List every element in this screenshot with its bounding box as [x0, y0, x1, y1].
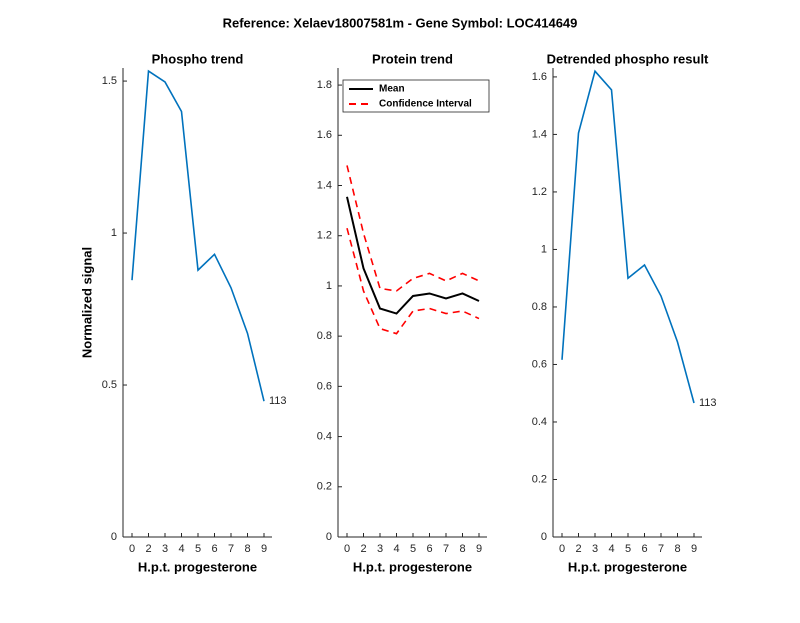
y-tick-label: 0.4	[317, 430, 332, 442]
x-tick-label: 2	[575, 543, 581, 555]
y-tick-label: 1.4	[532, 128, 547, 140]
x-tick-label: 7	[228, 543, 234, 555]
annotation: 113	[699, 397, 717, 409]
x-tick-label: 2	[360, 543, 366, 555]
y-tick-label: 0	[326, 531, 332, 543]
legend-label: Mean	[379, 84, 405, 95]
x-axis-label: H.p.t. progesterone	[353, 559, 472, 574]
y-tick-label: 1.6	[317, 129, 332, 141]
y-tick-label: 1.8	[317, 79, 332, 91]
x-tick-label: 5	[410, 543, 416, 555]
x-tick-label: 8	[674, 543, 680, 555]
x-tick-label: 4	[393, 543, 399, 555]
x-tick-label: 6	[211, 543, 217, 555]
x-tick-label: 3	[592, 543, 598, 555]
y-tick-label: 1.5	[102, 75, 117, 87]
y-tick-label: 1	[326, 280, 332, 292]
y-tick-label: 0.2	[317, 481, 332, 493]
y-tick-label: 1.2	[317, 230, 332, 242]
x-tick-label: 3	[162, 543, 168, 555]
data-line	[346, 227, 480, 335]
x-axis-label: H.p.t. progesterone	[568, 559, 687, 574]
x-tick-label: 9	[691, 543, 697, 555]
x-tick-label: 4	[178, 543, 184, 555]
x-tick-label: 0	[559, 543, 565, 555]
y-tick-label: 0	[111, 531, 117, 543]
x-tick-label: 9	[261, 543, 267, 555]
x-tick-label: 7	[443, 543, 449, 555]
data-line	[346, 165, 480, 292]
y-tick-label: 0.8	[317, 330, 332, 342]
annotation: 113	[269, 395, 287, 407]
y-tick-label: 1.6	[532, 71, 547, 83]
x-tick-label: 8	[459, 543, 465, 555]
y-tick-label: 0.6	[317, 380, 332, 392]
x-axis-label: H.p.t. progesterone	[138, 559, 257, 574]
subplot-title: Phospho trend	[152, 51, 244, 66]
subplot-title: Protein trend	[372, 51, 453, 66]
y-tick-label: 1	[111, 227, 117, 239]
x-tick-label: 6	[641, 543, 647, 555]
y-tick-label: 0.8	[532, 301, 547, 313]
y-tick-label: 1.4	[317, 179, 332, 191]
x-tick-label: 0	[129, 543, 135, 555]
x-tick-label: 0	[344, 543, 350, 555]
subplot-title: Detrended phospho result	[547, 51, 709, 66]
x-tick-label: 3	[377, 543, 383, 555]
y-tick-label: 0	[541, 531, 547, 543]
x-tick-label: 5	[195, 543, 201, 555]
y-tick-label: 0.4	[532, 416, 547, 428]
x-tick-label: 8	[244, 543, 250, 555]
x-tick-label: 7	[658, 543, 664, 555]
y-tick-label: 1.2	[532, 186, 547, 198]
x-tick-label: 4	[608, 543, 614, 555]
data-line	[131, 69, 265, 402]
y-tick-label: 0.5	[102, 379, 117, 391]
legend-label: Confidence Interval	[379, 99, 472, 110]
y-tick-label: 0.6	[532, 358, 547, 370]
y-axis-label: Normalized signal	[79, 247, 94, 358]
data-line	[561, 69, 695, 404]
y-tick-label: 1	[541, 243, 547, 255]
figure-title: Reference: Xelaev18007581m - Gene Symbol…	[223, 15, 578, 30]
x-tick-label: 2	[145, 543, 151, 555]
x-tick-label: 9	[476, 543, 482, 555]
x-tick-label: 6	[426, 543, 432, 555]
y-tick-label: 0.2	[532, 473, 547, 485]
x-tick-label: 5	[625, 543, 631, 555]
legend-box	[342, 79, 490, 113]
data-line	[346, 196, 480, 315]
